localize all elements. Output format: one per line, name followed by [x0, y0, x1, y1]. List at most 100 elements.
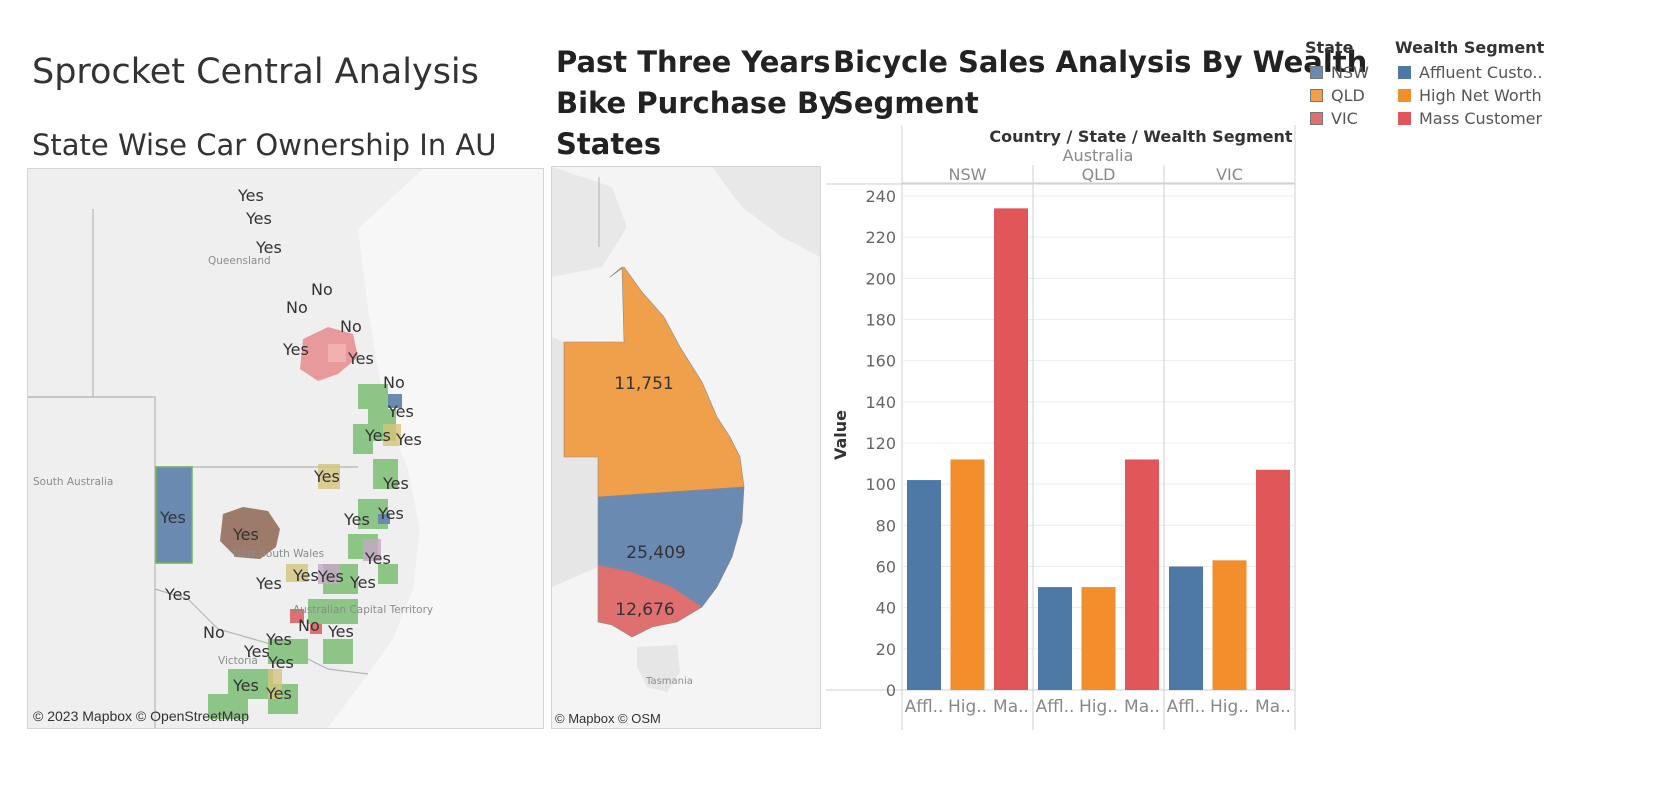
purchase-map-title-line: Bike Purchase By	[556, 86, 838, 120]
ownership-marker-label: Yes	[349, 573, 376, 592]
legend-label: QLD	[1331, 86, 1365, 105]
region-value-vic: 12,676	[615, 600, 674, 620]
ownership-marker-label: Yes	[327, 622, 354, 641]
bar[interactable]	[1038, 587, 1072, 690]
segment-legend-item[interactable]: Mass Customer	[1398, 109, 1542, 128]
ownership-marker-label: Yes	[159, 508, 186, 527]
car-ownership-map-canvas: Queensland South Australia New South Wal…	[28, 169, 543, 728]
x-tick-label: Hig..	[1210, 697, 1249, 717]
wealth-segment-bar-chart: Country / State / Wealth Segment Austral…	[826, 125, 1296, 730]
ownership-marker-label: Yes	[377, 504, 404, 523]
map-credit[interactable]: © 2023 Mapbox © OpenStreetMap	[33, 708, 249, 724]
state-legend-item[interactable]: QLD	[1310, 86, 1365, 105]
chart-header: Country / State / Wealth Segment	[989, 127, 1292, 146]
coastal-regions	[208, 384, 398, 719]
region-qld[interactable]	[563, 266, 745, 498]
legend-swatch	[1310, 112, 1323, 125]
car-ownership-map[interactable]: Queensland South Australia New South Wal…	[27, 168, 544, 729]
x-tick-label: Affl..	[1167, 697, 1206, 717]
y-tick-label: 40	[876, 599, 896, 618]
y-tick-label: 0	[886, 681, 896, 700]
bar[interactable]	[907, 480, 941, 690]
place-label: New South Wales	[233, 548, 324, 560]
bar[interactable]	[1212, 560, 1247, 690]
ownership-marker-label: Yes	[255, 238, 282, 257]
x-tick-labels: Affl.. Hig.. Ma.. Affl.. Hig.. Ma.. Affl.. Hig.…	[905, 697, 1291, 717]
coastal-regions	[378, 394, 402, 524]
ownership-marker-label: No	[340, 317, 362, 336]
ownership-marker-label: Yes	[237, 186, 264, 205]
legend-swatch	[1398, 66, 1411, 79]
place-label: Australian Capital Territory	[293, 604, 433, 616]
state-panel-label: NSW	[949, 165, 987, 184]
land-north	[552, 167, 820, 257]
y-tick-label: 160	[865, 352, 896, 371]
purchase-map-title-line: Past Three Years	[556, 45, 831, 79]
y-tick-label: 140	[865, 393, 896, 412]
purchase-map-title: Past Three Years Bike Purchase By States	[556, 42, 838, 165]
bar[interactable]	[1169, 566, 1203, 691]
state-border	[28, 396, 156, 728]
bar[interactable]	[950, 459, 985, 690]
ownership-marker-label: Yes	[387, 402, 414, 421]
y-ticks: 0 20 40 60 80 100 120 140 160 180 200 220 240	[865, 187, 896, 700]
ownership-marker-label: No	[203, 623, 225, 642]
bar[interactable]	[1125, 459, 1159, 690]
y-tick-label: 180	[865, 311, 896, 330]
ownership-marker-label: Yes	[364, 549, 391, 568]
map-credit[interactable]: © Mapbox © OSM	[555, 711, 661, 726]
car-map-title: State Wise Car Ownership In AU	[32, 128, 497, 162]
state-border	[154, 588, 369, 675]
legend-label: Mass Customer	[1419, 109, 1543, 128]
place-label: South Australia	[33, 476, 113, 488]
bar-chart-title-line: Segment	[833, 86, 979, 120]
state-legend-title: State	[1305, 38, 1354, 57]
sea-area	[328, 169, 543, 728]
y-tick-label: 100	[865, 475, 896, 494]
ownership-marker-label: No	[311, 280, 333, 299]
country-label: Australia	[1063, 146, 1134, 165]
y-tick-label: 120	[865, 434, 896, 453]
ownership-marker-label: No	[383, 373, 405, 392]
y-tick-label: 20	[876, 640, 896, 659]
region-qld-pink	[328, 344, 346, 362]
ownership-marker-label: No	[286, 298, 308, 317]
bar-chart-title: Bicycle Sales Analysis By Wealth Segment	[833, 42, 1367, 124]
ownership-marker-label: Yes	[232, 676, 259, 695]
ownership-marker-label: Yes	[267, 653, 294, 672]
legend-swatch	[1398, 89, 1411, 102]
state-legend-item[interactable]: NSW	[1310, 63, 1369, 82]
segment-legend-title: Wealth Segment	[1395, 38, 1545, 57]
ownership-marker-label: Yes	[343, 510, 370, 529]
state-legend-item[interactable]: VIC	[1310, 109, 1358, 128]
ownership-marker-label: Yes	[243, 642, 270, 661]
x-tick-label: Affl..	[1036, 697, 1075, 717]
land-tasmania	[637, 645, 680, 692]
region-value-nsw: 25,409	[626, 543, 685, 563]
segment-legend-item[interactable]: Affluent Custo..	[1398, 63, 1543, 82]
ownership-marker-label: Yes	[347, 349, 374, 368]
ownership-marker-label: Yes	[265, 684, 292, 703]
y-tick-label: 200	[865, 269, 896, 288]
ownership-marker-label: Yes	[382, 474, 409, 493]
ownership-marker-label: Yes	[395, 430, 422, 449]
place-label: Queensland	[208, 255, 271, 267]
ownership-marker-label: Yes	[164, 585, 191, 604]
bar[interactable]	[994, 208, 1028, 690]
ownership-marker-label: Yes	[313, 467, 340, 486]
land-west	[552, 337, 598, 587]
region-central	[220, 507, 280, 559]
bike-purchase-map-canvas: Tasmania 11,751 25,409 12,676	[552, 167, 820, 728]
region-vic[interactable]	[597, 564, 703, 638]
bar[interactable]	[1256, 469, 1290, 690]
bar[interactable]	[1081, 587, 1116, 690]
segment-legend-item[interactable]: High Net Worth	[1398, 86, 1542, 105]
ownership-marker-label: Yes	[245, 209, 272, 228]
ownership-marker-label: Yes	[232, 525, 259, 544]
legend-label: High Net Worth	[1419, 86, 1542, 105]
coastal-regions	[290, 609, 322, 634]
bike-purchase-map[interactable]: Tasmania 11,751 25,409 12,676 © Mapbox ©…	[551, 166, 821, 729]
x-tick-label: Hig..	[1079, 697, 1118, 717]
x-tick-label: Ma..	[1124, 697, 1160, 717]
